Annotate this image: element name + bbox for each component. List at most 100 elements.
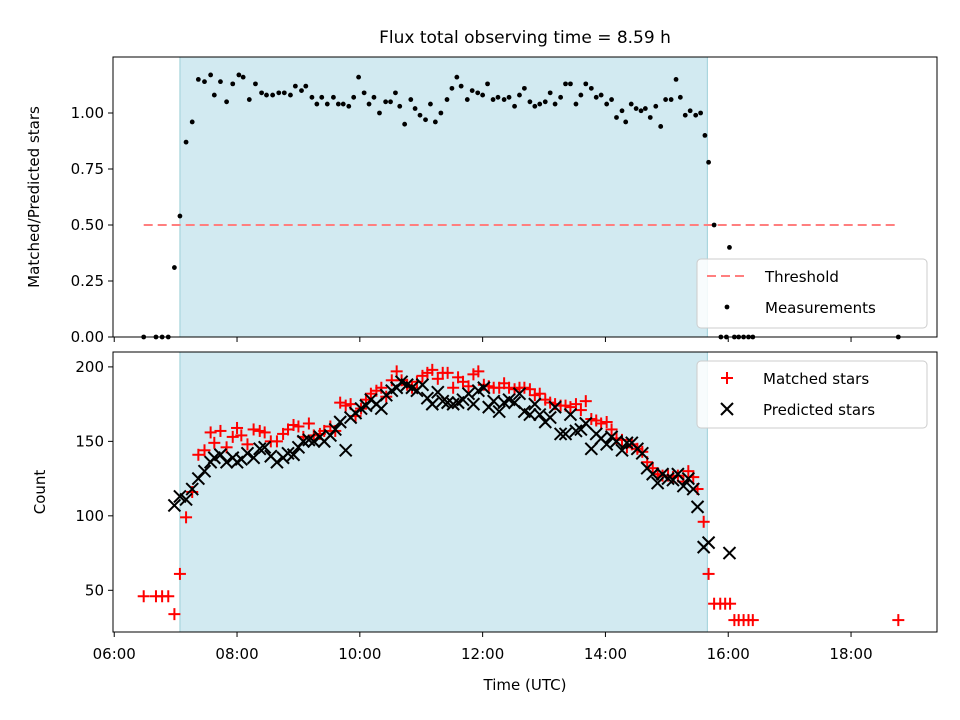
predicted-star-marker — [436, 394, 450, 408]
matched-star-marker — [595, 417, 608, 430]
predicted-star-marker — [466, 397, 481, 411]
measurement-point — [593, 94, 599, 100]
measurement-point — [383, 99, 389, 105]
matched-star-marker — [247, 423, 260, 436]
bottom-panel: 50 100 150 200 06:00 08:00 10:00 12:00 14:00 16:… — [31, 351, 938, 694]
measurement-point — [623, 119, 629, 125]
measurement-point — [218, 79, 223, 85]
predicted-star-marker — [548, 400, 562, 414]
predicted-star-marker — [167, 498, 182, 513]
measurements-series — [141, 72, 901, 340]
measurement-point — [542, 99, 548, 105]
measurement-point — [417, 112, 423, 118]
measurement-point — [240, 74, 246, 80]
top-x-ticks — [113, 337, 852, 342]
top-legend-box — [696, 258, 928, 329]
measurement-point — [259, 90, 264, 96]
matched-star-marker — [198, 444, 211, 457]
measurement-point — [246, 97, 252, 102]
predicted-star-marker — [635, 446, 649, 460]
legend-predicted-swatch — [720, 402, 734, 416]
bottom-x-axis: 06:00 08:00 10:00 12:00 14:00 16:00 18:00 — [93, 632, 873, 663]
bottom-axes-frame — [112, 351, 938, 633]
matched-star-marker — [724, 597, 737, 610]
predicted-star-marker — [246, 451, 261, 465]
measurement-point — [480, 92, 486, 98]
predicted-star-marker — [328, 422, 342, 437]
measurement-point — [583, 81, 589, 87]
measurement-point — [532, 103, 538, 109]
measurement-point — [475, 90, 481, 96]
measurement-point — [361, 90, 367, 96]
predicted-star-marker — [477, 381, 491, 395]
bottom-y-axis-label: Count — [31, 470, 49, 515]
predicted-star-marker — [512, 386, 527, 401]
predicted-star-marker — [558, 427, 573, 441]
x-tick-label: 14:00 — [584, 645, 627, 663]
predicted-star-marker — [615, 443, 629, 458]
matched-star-marker — [162, 590, 175, 603]
predicted-star-marker — [307, 434, 321, 449]
measurement-point — [454, 74, 460, 80]
predicted-star-marker — [686, 482, 700, 496]
measurement-point — [588, 85, 594, 91]
measurement-point — [642, 106, 648, 111]
measurement-point — [682, 112, 688, 118]
measurement-point — [527, 99, 533, 105]
predicted-star-marker — [446, 397, 460, 411]
measurement-point — [281, 90, 287, 96]
matched-star-marker — [334, 396, 347, 409]
predicted-star-marker — [650, 476, 665, 490]
measurement-point — [397, 103, 403, 109]
measurement-point — [356, 74, 362, 80]
matched-star-marker — [318, 424, 331, 437]
matched-star-marker — [258, 426, 271, 439]
predicted-star-marker — [425, 397, 439, 411]
measurement-point — [408, 97, 414, 102]
predicted-star-marker — [681, 471, 696, 486]
predicted-star-marker — [219, 455, 234, 469]
measurement-point — [449, 85, 455, 91]
matched-star-marker — [208, 436, 221, 449]
measurement-point — [495, 94, 501, 100]
matched-star-marker — [192, 448, 205, 461]
measurement-point — [563, 81, 568, 87]
measurement-point — [517, 92, 522, 98]
top-panel: 0.00 0.25 0.50 0.75 1.00 Matched/Predicted s… — [25, 56, 938, 346]
legend-measurements-swatch — [724, 304, 730, 310]
predicted-star-marker — [569, 424, 583, 438]
predicted-star-marker — [533, 407, 547, 422]
measurement-point — [547, 90, 553, 96]
predicted-star-marker — [690, 500, 705, 514]
legend-measurements-label: Measurements — [765, 299, 876, 317]
predicted-star-marker — [543, 410, 557, 425]
bottom-legend-box — [696, 360, 928, 429]
legend-predicted-label: Predicted stars — [763, 401, 875, 419]
measurement-point — [292, 83, 298, 89]
predicted-star-marker — [528, 397, 542, 411]
measurement-point — [668, 97, 674, 102]
predicted-star-marker — [722, 546, 737, 560]
x-axis-label: Time (UTC) — [483, 676, 567, 694]
matched-star-marker — [173, 567, 186, 580]
matched-star-marker — [180, 511, 193, 524]
measurement-point — [432, 119, 438, 125]
top-y-axis: 0.00 0.25 0.50 0.75 1.00 — [71, 104, 113, 346]
matched-star-marker — [636, 445, 649, 458]
matched-star-marker — [472, 365, 485, 378]
predicted-star-marker — [302, 433, 316, 447]
measurement-point — [270, 92, 276, 98]
measurement-point — [183, 139, 189, 145]
measurement-point — [177, 213, 183, 219]
top-observing-window — [179, 57, 708, 337]
measurement-point — [512, 103, 517, 109]
measurement-point — [346, 103, 352, 109]
measurement-point — [677, 94, 683, 100]
predicted-star-marker — [553, 427, 568, 441]
matched-star-marker — [302, 417, 315, 430]
measurement-point — [698, 110, 704, 116]
predicted-star-marker — [492, 404, 506, 419]
measurement-point — [253, 81, 258, 87]
matched-star-marker — [441, 366, 454, 379]
